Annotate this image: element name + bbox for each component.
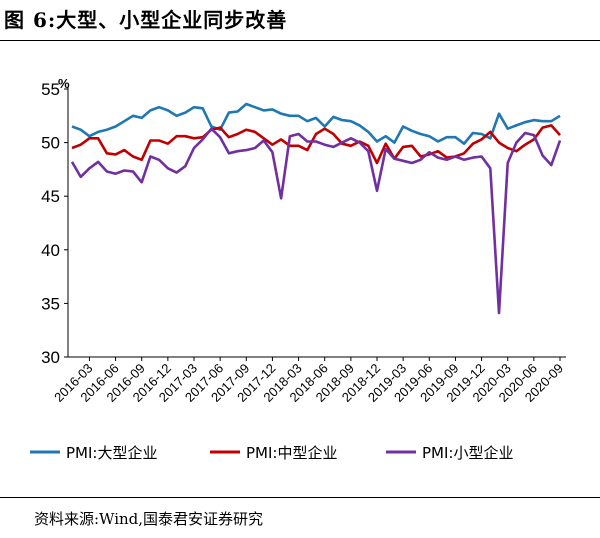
legend-label-3: PMI:小型企业 (422, 444, 513, 462)
series-line-1 (71, 102, 561, 145)
y-tick-label: 45 (41, 187, 60, 206)
y-tick-label: 40 (41, 241, 60, 260)
series-layer (70, 102, 562, 315)
legend-label-1: PMI:大型企业 (66, 444, 157, 462)
y-tick-label: 50 (41, 134, 60, 153)
bottom-rule (0, 497, 600, 498)
top-rule (0, 40, 600, 41)
y-tick-label: 30 (41, 348, 60, 367)
figure-title: 图 6:大型、小型企业同步改善 (4, 8, 288, 32)
source-note: 资料来源:Wind,国泰君安证券研究 (34, 510, 264, 528)
chart-legend: PMI:大型企业 PMI:中型企业 PMI:小型企业 (30, 444, 513, 462)
series-line-3 (70, 127, 562, 315)
series-line-2 (71, 124, 561, 165)
y-tick-label: 55 (41, 80, 60, 99)
y-tick-label: 35 (41, 294, 60, 313)
legend-label-2: PMI:中型企业 (246, 444, 337, 462)
y-unit-label: % (58, 76, 70, 91)
